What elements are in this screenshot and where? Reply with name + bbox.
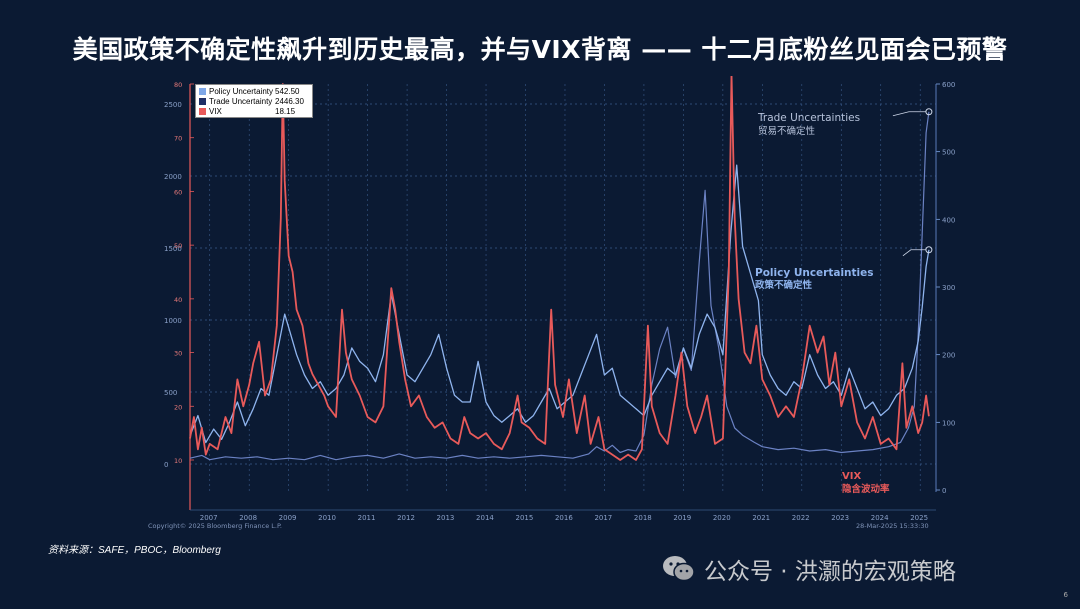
x-tick-label: 2025 xyxy=(910,514,928,522)
page-title: 美国政策不确定性飙升到历史最高，并与VIX背离 —— 十二月底粉丝见面会已预警 xyxy=(72,35,1008,64)
legend-swatch xyxy=(199,97,206,105)
vix-tick-label: 30 xyxy=(174,350,182,358)
legend-swatch xyxy=(199,107,206,115)
x-tick-label: 2010 xyxy=(318,514,336,522)
vix-tick-label: 60 xyxy=(174,188,182,196)
watermark: 公众号 · 洪灏的宏观策略 xyxy=(662,552,956,586)
trade-annotation-en: Trade Uncertainties xyxy=(757,112,860,124)
x-tick-label: 2008 xyxy=(239,514,257,522)
x-tick-label: 2022 xyxy=(792,514,810,522)
left-tick-label: 2000 xyxy=(164,173,182,181)
x-tick-label: 2018 xyxy=(634,514,652,522)
legend-value: 18.15 xyxy=(275,106,296,116)
left-tick-label: 1500 xyxy=(164,245,182,253)
legend-label: Trade Uncertainty xyxy=(209,96,273,106)
copyright: Copyright© 2025 Bloomberg Finance L.P. xyxy=(148,522,282,530)
x-tick-label: 2016 xyxy=(555,514,573,522)
vix-annotation-zh: 隐含波动率 xyxy=(842,483,890,495)
legend-item-trade: Trade Uncertainty 2446.30 xyxy=(199,96,309,106)
vix-tick-label: 40 xyxy=(174,296,182,304)
legend-item-vix: VIX 18.15 xyxy=(199,106,309,116)
right-tick-label: 600 xyxy=(942,81,955,89)
x-tick-label: 2023 xyxy=(831,514,849,522)
chart-legend: Policy Uncertainty 542.50 Trade Uncertai… xyxy=(195,84,313,118)
legend-value: 542.50 xyxy=(275,86,300,96)
right-tick-label: 200 xyxy=(942,352,955,360)
policy-annotation-zh: 政策不确定性 xyxy=(755,279,813,291)
legend-value: 2446.30 xyxy=(275,96,304,106)
trade-callout-line xyxy=(892,111,926,117)
left-tick-label: 500 xyxy=(164,389,177,397)
vix-annotation-en: VIX xyxy=(842,471,861,482)
vix-tick-label: 10 xyxy=(174,457,182,465)
right-tick-label: 100 xyxy=(942,419,955,427)
series-line-vix xyxy=(189,72,930,461)
policy-annotation-en: Policy Uncertainties xyxy=(755,267,874,279)
x-tick-label: 2019 xyxy=(673,514,691,522)
chart-background xyxy=(130,76,966,532)
series-line-policy-uncertainty xyxy=(189,164,930,444)
x-tick-label: 2024 xyxy=(871,514,889,522)
right-tick-label: 500 xyxy=(942,149,955,157)
right-tick-label: 300 xyxy=(942,284,955,292)
x-tick-label: 2021 xyxy=(752,514,770,522)
left-tick-label: 1000 xyxy=(164,317,182,325)
right-tick-label: 400 xyxy=(942,216,955,224)
x-tick-label: 2012 xyxy=(397,514,415,522)
chart: 0 500 1000 1500 2000 2500 2007 2008 2009 2010 2011… xyxy=(130,72,966,532)
vix-tick-label: 50 xyxy=(174,242,182,250)
left-tick-label: 0 xyxy=(164,461,168,469)
legend-swatch xyxy=(199,87,206,95)
x-tick-label: 2014 xyxy=(476,514,494,522)
x-tick-label: 2015 xyxy=(516,514,534,522)
left-tick-label: 2500 xyxy=(164,101,182,109)
x-tick-label: 2009 xyxy=(279,514,297,522)
x-tick-label: 2013 xyxy=(437,514,455,522)
date-stamp: 28-Mar-2025 15:33:30 xyxy=(856,522,929,530)
vix-tick-label: 20 xyxy=(174,403,182,411)
x-tick-label: 2020 xyxy=(713,514,731,522)
watermark-text: 公众号 · 洪灏的宏观策略 xyxy=(704,559,956,585)
x-tick-label: 2017 xyxy=(594,514,612,522)
legend-item-policy: Policy Uncertainty 542.50 xyxy=(199,86,309,96)
policy-callout-line xyxy=(902,249,926,257)
vix-tick-label: 70 xyxy=(174,135,182,143)
trade-annotation-zh: 贸易不确定性 xyxy=(758,125,816,137)
page-number: 6 xyxy=(1063,591,1068,599)
wechat-icon xyxy=(662,555,696,583)
source-note: 资料来源：SAFE，PBOC，Bloomberg xyxy=(48,545,221,556)
vix-tick-label: 80 xyxy=(174,81,182,89)
series-line-trade-uncertainty xyxy=(189,111,930,461)
legend-label: Policy Uncertainty xyxy=(209,86,274,96)
legend-label: VIX xyxy=(209,106,222,116)
right-tick-label: 0 xyxy=(942,487,946,495)
x-tick-label: 2011 xyxy=(358,514,376,522)
x-tick-label: 2007 xyxy=(200,514,218,522)
